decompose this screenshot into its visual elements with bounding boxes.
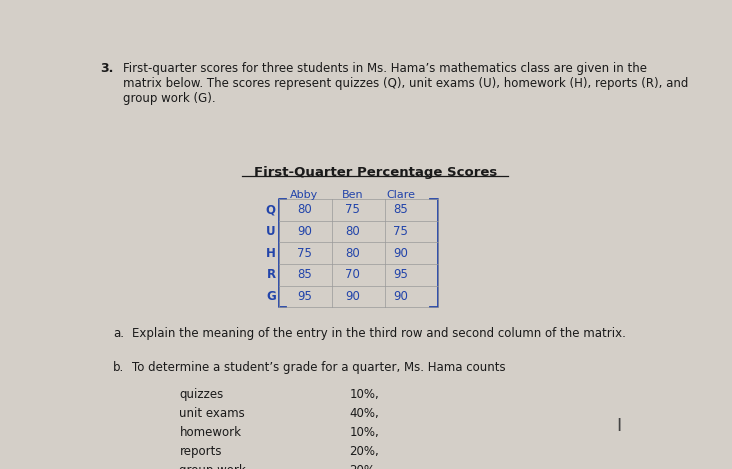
Text: Ben: Ben — [342, 190, 363, 200]
Text: 80: 80 — [297, 203, 312, 216]
Text: 75: 75 — [345, 203, 360, 216]
Text: I: I — [616, 416, 621, 434]
Text: 75: 75 — [393, 225, 408, 238]
Text: 95: 95 — [296, 290, 312, 303]
Text: G: G — [266, 290, 276, 303]
Text: unit exams: unit exams — [179, 407, 245, 420]
Text: Clare: Clare — [386, 190, 415, 200]
Text: 10%,: 10%, — [350, 388, 379, 401]
Text: a.: a. — [113, 327, 124, 340]
Text: group work: group work — [179, 464, 246, 469]
Text: 70: 70 — [345, 268, 360, 281]
Text: H: H — [266, 247, 276, 260]
Text: 90: 90 — [393, 290, 408, 303]
Text: Abby: Abby — [290, 190, 318, 200]
Text: 95: 95 — [393, 268, 408, 281]
Text: 75: 75 — [296, 247, 312, 260]
Text: 85: 85 — [393, 203, 408, 216]
Text: 40%,: 40%, — [350, 407, 379, 420]
Text: 20%.: 20%. — [350, 464, 379, 469]
Text: quizzes: quizzes — [179, 388, 224, 401]
Text: homework: homework — [179, 426, 242, 439]
Text: 20%,: 20%, — [350, 445, 379, 458]
Text: 85: 85 — [297, 268, 312, 281]
Text: U: U — [266, 225, 276, 238]
Text: Explain the meaning of the entry in the third row and second column of the matri: Explain the meaning of the entry in the … — [132, 327, 626, 340]
Text: 3.: 3. — [100, 62, 113, 75]
Text: Q: Q — [266, 203, 276, 216]
Text: To determine a student’s grade for a quarter, Ms. Hama counts: To determine a student’s grade for a qua… — [132, 362, 506, 374]
Text: First-quarter scores for three students in Ms. Hama’s mathematics class are give: First-quarter scores for three students … — [123, 62, 688, 105]
Text: 10%,: 10%, — [350, 426, 379, 439]
Text: First-Quarter Percentage Scores: First-Quarter Percentage Scores — [253, 166, 497, 180]
Text: R: R — [266, 268, 276, 281]
Text: reports: reports — [179, 445, 222, 458]
Text: 90: 90 — [345, 290, 360, 303]
Text: b.: b. — [113, 362, 124, 374]
Text: 80: 80 — [345, 225, 360, 238]
Text: 80: 80 — [345, 247, 360, 260]
Text: 90: 90 — [296, 225, 312, 238]
Text: 90: 90 — [393, 247, 408, 260]
